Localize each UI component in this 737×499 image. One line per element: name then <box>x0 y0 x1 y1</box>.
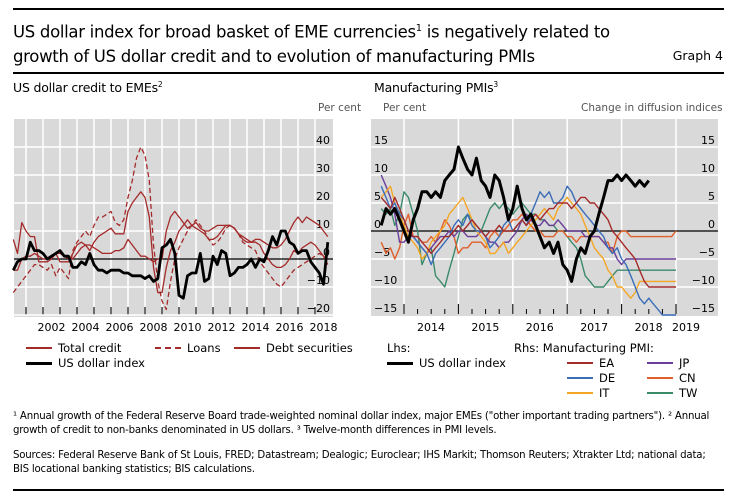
sources: Sources: Federal Reserve Bank of St Loui… <box>13 450 706 475</box>
right-series-it <box>380 185 676 299</box>
left-y-tick-label: −10 <box>307 274 330 287</box>
legend-line-usd <box>26 361 52 365</box>
right-left-y-tick-label: −10 <box>374 274 397 287</box>
left-series-total-credit <box>12 191 329 294</box>
right-x-tick-label: 2014 <box>417 321 445 334</box>
legend-tw: TW <box>647 386 697 400</box>
right-x-tick-label: 2016 <box>526 321 554 334</box>
right-series-ea <box>380 196 676 288</box>
top-rule <box>13 8 724 10</box>
legend-line-debt-securities <box>234 347 260 349</box>
legend-label: DE <box>599 371 616 385</box>
right-right-y-tick-label: −5 <box>699 246 715 259</box>
right-left-y-tick-label: 0 <box>374 218 381 231</box>
footnotes: ¹ Annual growth of the Federal Reserve B… <box>13 411 710 436</box>
title-text-1: US dollar index for broad basket of EME … <box>13 22 416 42</box>
left-series-us-dollar-index <box>12 229 330 300</box>
left-x-tick-label: 2002 <box>38 321 66 334</box>
legend-label: Debt securities <box>266 341 353 355</box>
legend-label: US dollar index <box>419 356 506 370</box>
title-text-2: is negatively related to growth of US do… <box>13 22 610 66</box>
legend-label: US dollar index <box>58 356 145 370</box>
left-unit-label: Per cent <box>318 102 362 114</box>
legend-rhs-title: Rhs: Manufacturing PMI: <box>514 341 654 355</box>
right-right-y-tick-label: −15 <box>692 302 715 315</box>
left-y-tick-label: 40 <box>316 134 330 147</box>
left-x-tick-label: 2014 <box>242 321 270 334</box>
right-panel-title: Manufacturing PMIs3 <box>374 80 498 95</box>
legend-line-it <box>567 392 593 394</box>
bottom-rule <box>13 489 724 491</box>
legend-label: IT <box>599 386 610 400</box>
legend-label: EA <box>599 356 615 370</box>
legend-line-tw <box>647 392 673 394</box>
right-right-y-tick-label: 5 <box>708 190 715 203</box>
legend-line-loans <box>155 347 181 349</box>
right-x-tick-label: 2017 <box>580 321 608 334</box>
left-x-tick-label: 2010 <box>174 321 202 334</box>
legend-label: CN <box>679 371 696 385</box>
left-panel-footnote-ref: 2 <box>157 80 163 89</box>
left-panel-title: US dollar credit to EMEs2 <box>13 80 163 96</box>
right-x-tick-label: 2015 <box>471 321 499 334</box>
right-unit-right: Change in diffusion indices <box>581 102 723 114</box>
legend-loans: Loans <box>155 341 221 355</box>
right-x-tick-label: 2018 <box>635 321 663 334</box>
legend-de: DE <box>567 371 615 385</box>
left-y-tick-label: 30 <box>316 162 330 175</box>
graph-title: US dollar index for broad basket of EME … <box>13 17 613 69</box>
right-panel-title-text: Manufacturing PMIs <box>374 80 494 96</box>
left-plot-area <box>14 119 333 317</box>
right-right-y-tick-label: 0 <box>708 218 715 231</box>
title-footnote-ref: 1 <box>415 23 422 34</box>
legend-rhs-usd: US dollar index <box>387 356 506 370</box>
legend-line-ea <box>567 362 593 364</box>
right-left-y-tick-label: −15 <box>374 302 397 315</box>
left-y-tick-label: 10 <box>316 218 330 231</box>
right-unit-left: Per cent <box>383 102 427 114</box>
left-x-tick-label: 2016 <box>276 321 304 334</box>
left-x-tick-label: 2018 <box>310 321 338 334</box>
legend-cn: CN <box>647 371 696 385</box>
legend-line-cn <box>647 377 673 379</box>
legend-ea: EA <box>567 356 614 370</box>
right-x-tick-label: 2019 <box>672 321 700 334</box>
left-y-tick-label: 20 <box>316 190 330 203</box>
legend-label: TW <box>679 386 698 400</box>
legend-label: Loans <box>187 341 221 355</box>
title-rule <box>13 72 724 74</box>
right-left-y-tick-label: −5 <box>374 246 390 259</box>
right-left-y-tick-label: 5 <box>374 190 381 203</box>
legend-line-jp <box>647 362 673 364</box>
right-series-de <box>380 185 676 316</box>
legend-total-credit: Total credit <box>26 341 121 355</box>
right-right-y-tick-label: 15 <box>701 134 715 147</box>
legend-debt-securities: Debt securities <box>234 341 353 355</box>
right-panel-footnote-ref: 3 <box>493 80 498 89</box>
left-panel-title-text: US dollar credit to EMEs <box>13 80 158 96</box>
right-right-y-tick-label: 10 <box>701 162 715 175</box>
right-plot-area <box>371 119 718 316</box>
legend-it: IT <box>567 386 609 400</box>
legend-us-dollar-index: US dollar index <box>26 356 145 370</box>
left-x-tick-label: 2006 <box>106 321 134 334</box>
legend-line-usd <box>387 361 413 365</box>
legend-jp: JP <box>647 356 689 370</box>
right-series-us-dollar-index <box>379 145 650 283</box>
legend-label: JP <box>679 356 690 370</box>
left-y-tick-label: −20 <box>307 302 330 315</box>
left-x-tick-label: 2012 <box>208 321 236 334</box>
left-x-tick-label: 2004 <box>72 321 100 334</box>
graph-number: Graph 4 <box>672 48 723 63</box>
legend-lhs-title: Lhs: <box>387 341 411 355</box>
right-left-y-tick-label: 15 <box>374 134 388 147</box>
left-x-tick-label: 2008 <box>140 321 168 334</box>
legend-line-de <box>567 377 593 379</box>
right-left-y-tick-label: 10 <box>374 162 388 175</box>
right-right-y-tick-label: −10 <box>692 274 715 287</box>
legend-line-total-credit <box>26 347 52 349</box>
legend-label: Total credit <box>58 341 122 355</box>
